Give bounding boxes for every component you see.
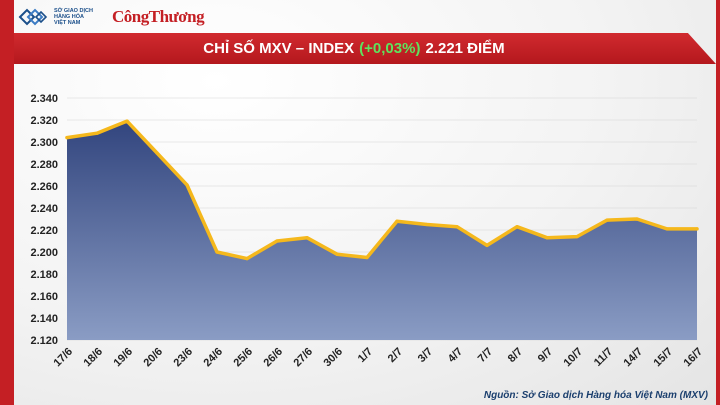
y-tick-label: 2.180	[30, 269, 58, 281]
x-tick-label: 19/6	[111, 346, 135, 370]
mxv-line-1: SỞ GIAO DỊCH	[54, 8, 93, 14]
data-point	[395, 219, 399, 223]
source-note: Nguồn: Sở Giao dịch Hàng hóa Việt Nam (M…	[483, 390, 708, 401]
data-point	[125, 119, 129, 123]
header-logos: SỞ GIAO DỊCH HÀNG HÓA VIỆT NAM CôngThươn…	[18, 4, 205, 30]
x-tick-label: 3/7	[416, 346, 435, 365]
x-tick-label: 15/7	[651, 346, 675, 370]
data-point	[155, 151, 159, 155]
data-point	[335, 252, 339, 256]
x-tick-label: 25/6	[231, 346, 255, 370]
data-point	[575, 235, 579, 239]
right-accent-stripe	[716, 0, 720, 405]
x-tick-label: 14/7	[621, 346, 645, 370]
data-point	[545, 236, 549, 240]
data-point	[185, 183, 189, 187]
x-tick-label: 2/7	[386, 346, 405, 365]
data-point	[215, 250, 219, 254]
series-area	[67, 121, 697, 340]
y-tick-label: 2.200	[30, 247, 58, 259]
y-tick-label: 2.300	[30, 137, 58, 149]
data-point	[455, 225, 459, 229]
data-point	[635, 217, 639, 221]
x-tick-label: 20/6	[141, 346, 165, 370]
mxv-logo-icon	[18, 8, 48, 26]
x-tick-label: 4/7	[446, 346, 465, 365]
x-tick-label: 24/6	[201, 346, 225, 370]
y-tick-label: 2.160	[30, 291, 58, 303]
x-tick-label: 11/7	[592, 346, 615, 369]
title-change: (+0,03%)	[359, 40, 421, 57]
x-tick-label: 23/6	[171, 346, 195, 370]
x-tick-label: 17/6	[51, 346, 75, 370]
data-point	[515, 225, 519, 229]
y-tick-label: 2.140	[30, 313, 58, 325]
data-point	[695, 227, 699, 231]
mxv-logo-text: SỞ GIAO DỊCH HÀNG HÓA VIỆT NAM	[54, 8, 106, 26]
x-tick-label: 27/6	[291, 346, 315, 370]
x-tick-label: 10/7	[561, 346, 585, 370]
mxv-line-2: HÀNG HÓA	[54, 14, 84, 20]
x-tick-label: 8/7	[506, 346, 525, 365]
data-point	[305, 236, 309, 240]
series-line	[65, 119, 699, 261]
title-banner	[14, 33, 716, 64]
data-point	[665, 227, 669, 231]
mxv-line-3: VIỆT NAM	[54, 20, 81, 26]
y-tick-label: 2.240	[30, 203, 58, 215]
y-tick-label: 2.260	[30, 181, 58, 193]
x-tick-label: 30/6	[321, 346, 345, 370]
data-point	[65, 136, 69, 140]
data-point	[95, 131, 99, 135]
data-point	[275, 239, 279, 243]
data-point	[605, 218, 609, 222]
chart-title: CHỈ SỐ MXV – INDEX (+0,03%) 2.221 ĐIỂM	[14, 33, 694, 64]
left-accent-stripe	[0, 0, 14, 405]
y-tick-label: 2.220	[30, 225, 58, 237]
x-tick-label: 26/6	[261, 346, 285, 370]
x-tick-label: 7/7	[476, 346, 495, 365]
y-tick-label: 2.280	[30, 159, 58, 171]
congthuong-logo: CôngThương	[112, 7, 205, 26]
title-main: CHỈ SỐ MXV – INDEX	[203, 40, 355, 57]
x-tick-label: 16/7	[681, 346, 705, 370]
data-point	[425, 222, 429, 227]
x-tick-label: 1/7	[356, 346, 375, 365]
data-point	[485, 243, 489, 247]
data-point	[365, 255, 369, 260]
y-tick-label: 2.120	[30, 335, 58, 347]
x-tick-label: 18/6	[81, 346, 105, 370]
title-value: 2.221 ĐIỂM	[425, 40, 505, 57]
data-point	[245, 257, 249, 261]
x-tick-label: 9/7	[536, 346, 555, 365]
y-tick-label: 2.320	[30, 115, 58, 127]
y-tick-label: 2.340	[30, 93, 58, 105]
